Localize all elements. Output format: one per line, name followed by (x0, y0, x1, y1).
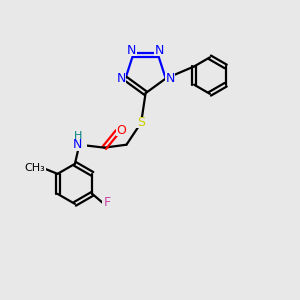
Text: N: N (73, 138, 83, 151)
Bar (126, 45, 137, 56)
Text: N: N (127, 44, 136, 57)
Text: CH₃: CH₃ (24, 163, 45, 173)
Bar (69, 138, 87, 151)
Bar (154, 45, 165, 56)
Bar (23, 162, 46, 174)
Text: S: S (137, 116, 145, 129)
Bar (116, 125, 127, 136)
Text: N: N (166, 72, 175, 85)
Bar (165, 73, 175, 84)
Bar (116, 73, 126, 84)
Text: F: F (103, 196, 110, 209)
Text: O: O (116, 124, 126, 137)
Text: N: N (116, 72, 126, 85)
Bar (136, 117, 146, 128)
Bar (102, 197, 112, 208)
Text: H: H (74, 131, 82, 142)
Text: N: N (155, 44, 164, 57)
